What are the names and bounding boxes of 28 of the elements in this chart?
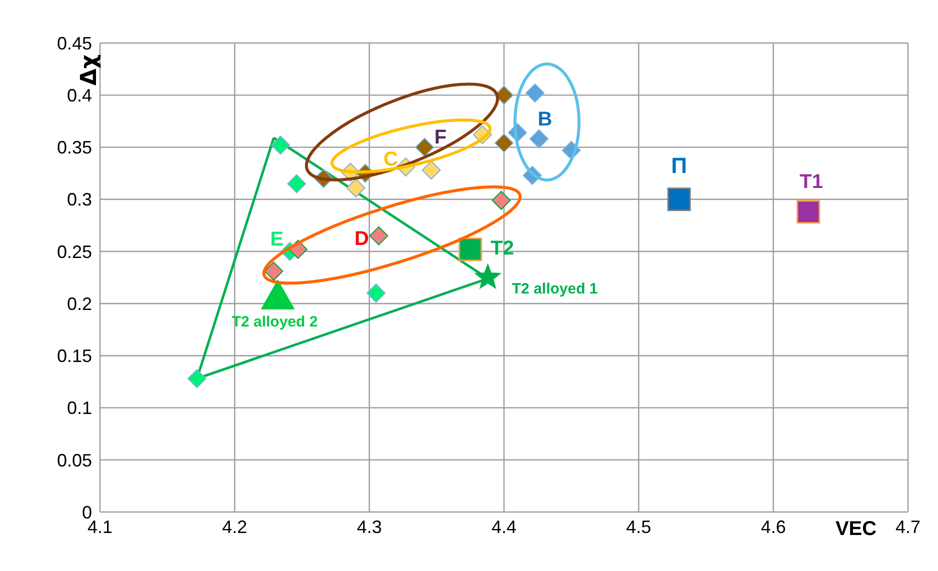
- series-label: B: [538, 108, 552, 130]
- series-label: T2 alloyed 1: [512, 280, 598, 298]
- series-label: E: [270, 228, 284, 251]
- x-tick-label: 4.3: [356, 516, 382, 537]
- x-tick-label: 4.4: [491, 516, 517, 537]
- series-label: Π: [671, 153, 688, 178]
- y-tick-label: 0.1: [66, 398, 92, 418]
- y-tick-label: 0.2: [66, 294, 92, 314]
- series-label: D: [354, 228, 369, 250]
- x-axis-title: VEC: [835, 518, 877, 540]
- x-tick-label: 4.6: [760, 516, 786, 537]
- x-tick-label: 4.2: [222, 516, 248, 537]
- x-tick-label: 4.7: [895, 516, 921, 537]
- y-axis-title: Δχ: [77, 54, 102, 86]
- y-tick-label: 0.3: [66, 190, 92, 210]
- series-label: F: [434, 126, 447, 149]
- series-label: T1: [800, 171, 824, 194]
- series-label: T2 alloyed 2: [232, 313, 318, 330]
- y-tick-label: 0.35: [56, 138, 92, 158]
- series-label: T2: [490, 238, 514, 260]
- y-tick-label: 0.4: [66, 86, 92, 106]
- series-label: C: [383, 148, 398, 170]
- y-tick-label: 0.25: [56, 242, 92, 262]
- y-tick-label: 0: [82, 502, 92, 522]
- y-tick-label: 0.15: [56, 346, 92, 366]
- y-tick-label: 0.05: [56, 450, 92, 470]
- x-tick-label: 4.5: [626, 516, 652, 537]
- y-tick-label: 0.45: [56, 33, 92, 54]
